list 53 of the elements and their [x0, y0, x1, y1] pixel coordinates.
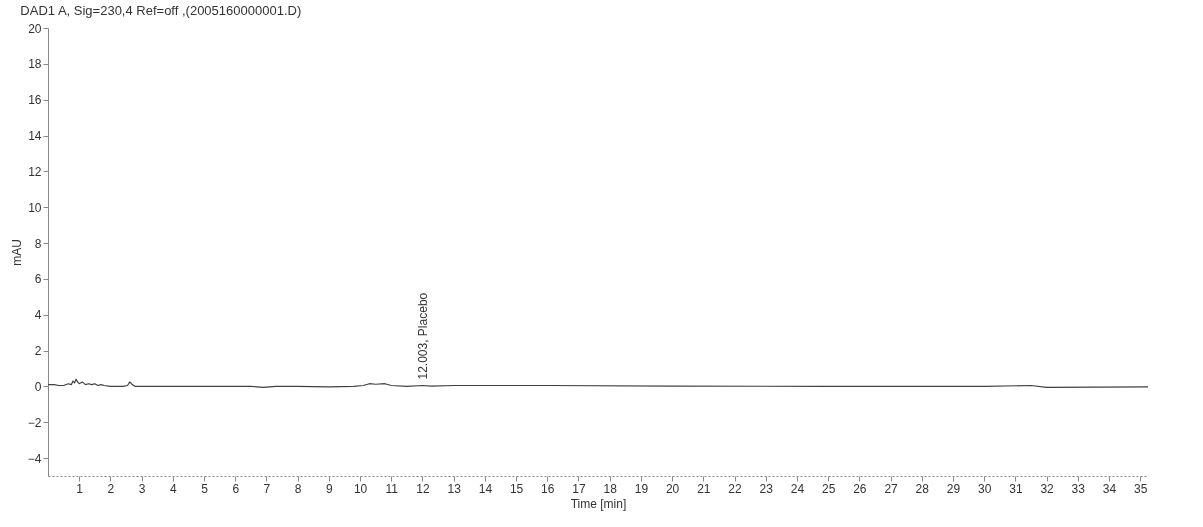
x-tick-label: 7: [263, 481, 271, 496]
x-tick-label: 2: [107, 481, 115, 496]
x-tick-label: 31: [1009, 481, 1023, 496]
x-tick-label: 8: [294, 481, 302, 496]
x-tick-label: 16: [541, 481, 555, 496]
y-tick-label: 20: [28, 21, 42, 36]
x-tick-label: 22: [728, 481, 743, 496]
y-tick-label: −4: [27, 451, 42, 466]
y-tick-label: 10: [28, 200, 42, 215]
annotation: 12.003, Placebo: [415, 292, 430, 380]
chart-title: DAD1 A, Sig=230,4 Ref=off ,(2005160000001.D): [20, 3, 302, 18]
x-tick-label: 20: [665, 481, 680, 496]
x-tick-label: 9: [326, 481, 334, 496]
x-tick-label: 24: [790, 481, 805, 496]
x-tick-label: 34: [1102, 481, 1117, 496]
x-tick-label: 17: [572, 481, 586, 496]
x-tick-label: 15: [509, 481, 524, 496]
x-tick-label: 11: [385, 481, 399, 496]
y-tick-label: 8: [34, 236, 42, 251]
x-tick-label: 12: [416, 481, 430, 496]
x-tick-label: 23: [759, 481, 774, 496]
x-tick-label: 28: [915, 481, 930, 496]
x-tick-label: 30: [977, 481, 992, 496]
x-tick-label: 18: [603, 481, 618, 496]
x-tick-label: 3: [138, 481, 146, 496]
x-tick-label: 5: [201, 481, 209, 496]
x-tick-label: 29: [946, 481, 961, 496]
y-tick-label: 2: [34, 344, 42, 359]
x-tick-label: 33: [1071, 481, 1086, 496]
y-tick-label: 4: [34, 308, 42, 323]
y-tick-label: 6: [34, 272, 42, 287]
x-tick-label: 21: [697, 481, 711, 496]
x-tick-label: 27: [884, 481, 899, 496]
x-tick-label: 26: [853, 481, 867, 496]
x-tick-label: 19: [634, 481, 649, 496]
x-axis-title: Time [min]: [570, 496, 627, 511]
x-tick-label: 25: [821, 481, 836, 496]
x-tick-label: 35: [1134, 481, 1148, 496]
x-tick-label: 4: [169, 481, 177, 496]
y-tick-label: 16: [28, 93, 42, 108]
x-tick-label: 14: [478, 481, 493, 496]
x-tick-label: 32: [1040, 481, 1055, 496]
x-tick-label: 13: [447, 481, 462, 496]
y-tick-label: 14: [28, 129, 42, 144]
y-tick-label: 12: [28, 164, 42, 179]
y-axis-title: mAU: [9, 239, 24, 266]
x-tick-label: 6: [232, 481, 240, 496]
x-tick-label: 10: [353, 481, 368, 496]
y-tick-label: 18: [28, 57, 42, 72]
y-tick-label: 0: [34, 379, 42, 394]
x-tick-label: 1: [76, 481, 84, 496]
y-tick-label: −2: [27, 415, 42, 430]
line-series: [47, 378, 1149, 388]
